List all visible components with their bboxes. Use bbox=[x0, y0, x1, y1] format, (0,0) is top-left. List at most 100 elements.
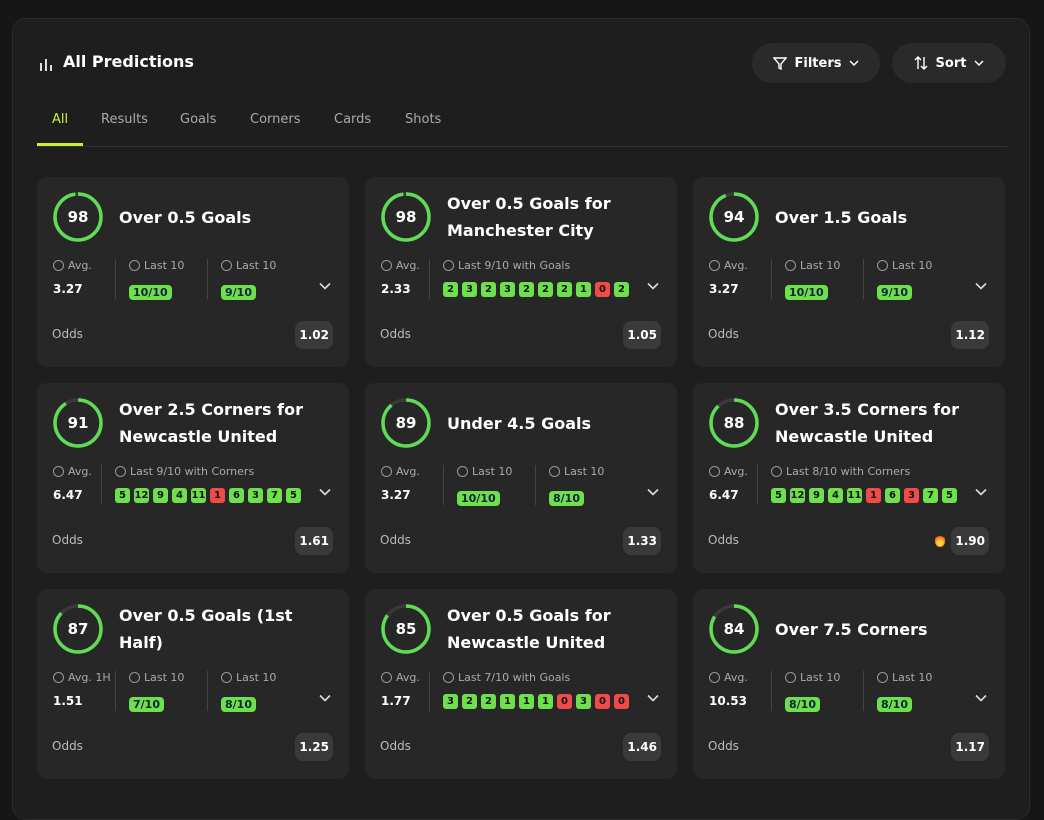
stat-icon bbox=[129, 672, 140, 683]
expand-chevron[interactable] bbox=[647, 481, 659, 496]
expand-chevron[interactable] bbox=[319, 687, 331, 702]
stat-icon bbox=[771, 466, 782, 477]
prediction-card[interactable]: 84 Over 7.5 Corners Avg. 10.53 Last 10 8/10 La… bbox=[693, 589, 1005, 779]
stat-value: 8/10 bbox=[549, 487, 604, 506]
history-item: 3 bbox=[576, 694, 591, 709]
tab[interactable]: Results bbox=[101, 112, 148, 127]
ring-progress bbox=[53, 398, 103, 448]
stat-label: Last 10 bbox=[877, 671, 932, 684]
history-item: 3 bbox=[904, 488, 919, 503]
odds-value: 1.02 bbox=[295, 321, 333, 349]
stat-value: 8/10 bbox=[221, 693, 276, 712]
score: 84 bbox=[724, 620, 745, 638]
tab[interactable]: Corners bbox=[250, 112, 301, 127]
tab[interactable]: All bbox=[37, 109, 84, 146]
stat-badge: 10/10 bbox=[785, 285, 828, 300]
history-item: 0 bbox=[595, 694, 610, 709]
sort-button[interactable]: Sort bbox=[892, 43, 1006, 83]
chevron bbox=[849, 60, 860, 67]
stat-label-text: Avg. bbox=[396, 671, 420, 684]
stat: Last 10 9/10 bbox=[877, 259, 932, 303]
history-item: 4 bbox=[172, 488, 187, 503]
history-item: 1 bbox=[519, 694, 534, 709]
prediction-card[interactable]: 88 Over 3.5 Corners for Newcastle United A… bbox=[693, 383, 1005, 573]
odds-value: 1.05 bbox=[623, 321, 661, 349]
tab[interactable]: Cards bbox=[334, 112, 372, 127]
panel-title: All Predictions bbox=[63, 52, 194, 71]
stat-label: Last 10 bbox=[785, 671, 840, 684]
history-item: 2 bbox=[614, 282, 629, 297]
prediction-card[interactable]: 98 Over 0.5 Goals Avg. 3.27 Last 10 10/10 Last… bbox=[37, 177, 349, 367]
stat-label-text: Avg. bbox=[724, 671, 748, 684]
stat-value: 3.27 bbox=[53, 282, 83, 296]
stat-badge: 7/10 bbox=[129, 697, 164, 712]
prediction-card[interactable]: 94 Over 1.5 Goals Avg. 3.27 Last 10 10/10 Last… bbox=[693, 177, 1005, 367]
stat-label: Avg. bbox=[381, 671, 420, 684]
history-item: 11 bbox=[847, 488, 862, 503]
stat: Avg. 1H 1.51 bbox=[53, 671, 111, 715]
stat-label-text: Last 10 bbox=[144, 259, 185, 272]
sort-label: Sort bbox=[935, 55, 967, 71]
history-item: 5 bbox=[771, 488, 786, 503]
odds-label: Odds bbox=[380, 533, 411, 547]
chevron bbox=[974, 60, 984, 67]
history-item: 2 bbox=[481, 282, 496, 297]
divider bbox=[429, 671, 430, 711]
prediction-card[interactable]: 91 Over 2.5 Corners for Newcastle United A… bbox=[37, 383, 349, 573]
stat-label-text: Last 10 bbox=[892, 259, 933, 272]
stat-value: 8/10 bbox=[785, 693, 840, 712]
stat-label-text: Last 7/10 with Goals bbox=[458, 671, 571, 684]
history-item: 1 bbox=[576, 282, 591, 297]
history-item: 2 bbox=[519, 282, 534, 297]
stat-label: Last 10 bbox=[785, 259, 840, 272]
stat-label-text: Last 10 bbox=[800, 259, 841, 272]
stat-value: 9/10 bbox=[877, 281, 932, 300]
stat-icon bbox=[443, 260, 454, 271]
prediction-card[interactable]: 89 Under 4.5 Goals Avg. 3.27 Last 10 10/10 Las… bbox=[365, 383, 677, 573]
stat-icon bbox=[115, 466, 126, 477]
expand-chevron[interactable] bbox=[975, 481, 987, 496]
score-ring: 91 bbox=[53, 398, 103, 448]
expand-chevron[interactable] bbox=[975, 275, 987, 290]
filters-button[interactable]: Filters bbox=[752, 43, 880, 83]
tab[interactable]: Shots bbox=[405, 112, 442, 127]
odds-value: 1.90 bbox=[951, 527, 989, 555]
history-item: 5 bbox=[942, 488, 957, 503]
prediction-card[interactable]: 87 Over 0.5 Goals (1st Half) Avg. 1H 1.51 La… bbox=[37, 589, 349, 779]
expand-chevron[interactable] bbox=[647, 275, 659, 290]
history-item: 2 bbox=[481, 694, 496, 709]
stat-value: 2.33 bbox=[381, 282, 411, 296]
stat-label-text: Avg. bbox=[724, 259, 748, 272]
ring-progress bbox=[709, 192, 759, 242]
history: 5 12 9 4 11 1 6 3 7 5 bbox=[115, 488, 315, 503]
divider bbox=[757, 465, 758, 505]
history-item: 9 bbox=[153, 488, 168, 503]
chevron-icon bbox=[647, 282, 659, 290]
stat-badge: 10/10 bbox=[457, 491, 500, 506]
chevron-icon bbox=[319, 282, 331, 290]
history-item: 1 bbox=[500, 694, 515, 709]
score: 98 bbox=[68, 208, 89, 226]
chevron-icon bbox=[975, 282, 987, 290]
chevron-icon bbox=[647, 488, 659, 496]
history-item: 1 bbox=[210, 488, 225, 503]
prediction-card[interactable]: 98 Over 0.5 Goals for Manchester City Avg.… bbox=[365, 177, 677, 367]
stat-label-text: Last 9/10 with Corners bbox=[130, 465, 255, 478]
expand-chevron[interactable] bbox=[319, 275, 331, 290]
stat-label-text: Last 10 bbox=[892, 671, 933, 684]
tab[interactable]: Goals bbox=[180, 112, 217, 127]
stat: Avg. 6.47 bbox=[709, 465, 748, 509]
score-ring: 88 bbox=[709, 398, 759, 448]
history-item: 11 bbox=[191, 488, 206, 503]
card-title: Over 7.5 Corners bbox=[775, 619, 928, 639]
odds-label: Odds bbox=[52, 739, 83, 753]
prediction-card[interactable]: 85 Over 0.5 Goals for Newcastle United Avg… bbox=[365, 589, 677, 779]
expand-chevron[interactable] bbox=[647, 687, 659, 702]
stat-icon bbox=[877, 260, 888, 271]
stat-label: Avg. bbox=[709, 259, 748, 272]
stat-label-text: Last 10 bbox=[564, 465, 605, 478]
stat-label-text: Last 10 bbox=[144, 671, 185, 684]
stat-badge: 8/10 bbox=[221, 697, 256, 712]
expand-chevron[interactable] bbox=[319, 481, 331, 496]
expand-chevron[interactable] bbox=[975, 687, 987, 702]
